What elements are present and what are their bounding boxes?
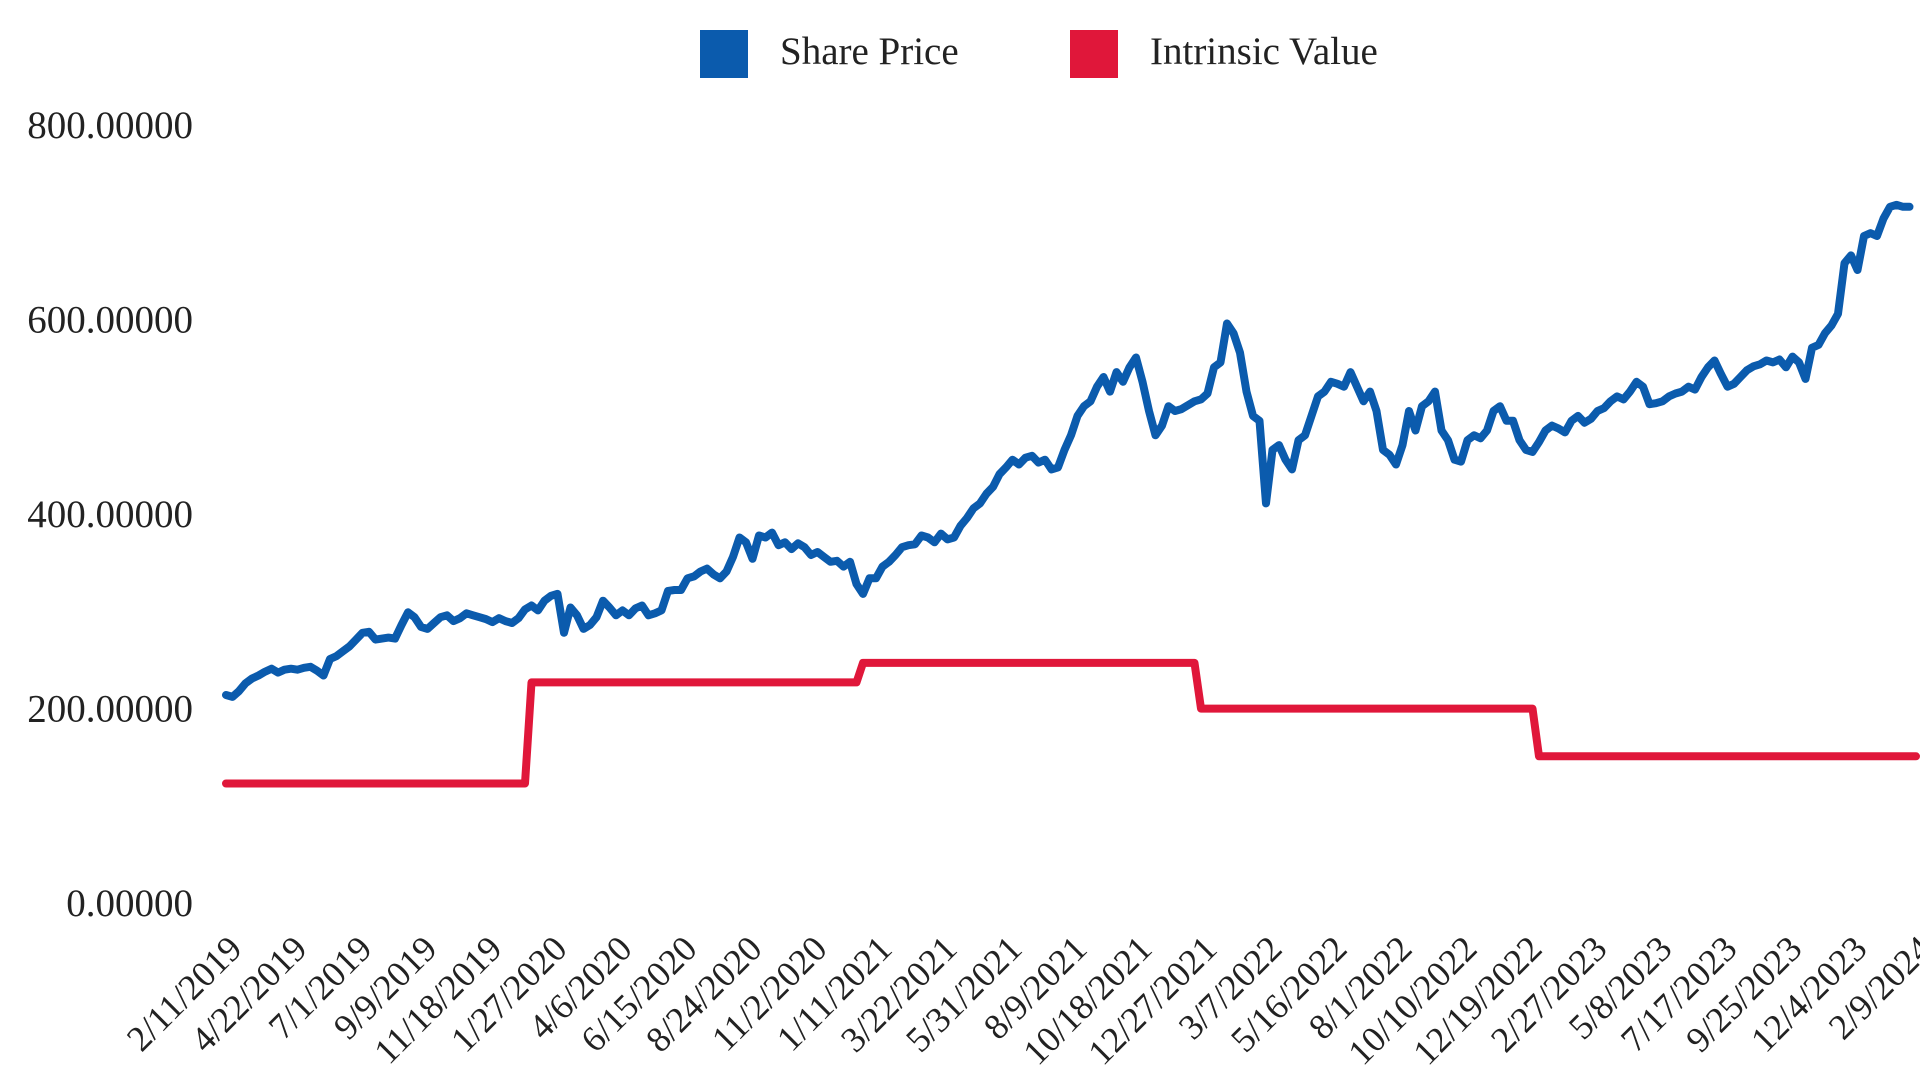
y-tick-label: 400.00000 [27, 493, 193, 536]
legend: Share Price Intrinsic Value [700, 30, 1378, 78]
legend-swatch [700, 30, 748, 78]
y-tick-label: 200.00000 [27, 687, 193, 730]
series-line [222, 200, 1914, 701]
legend-label: Share Price [780, 30, 959, 73]
y-tick-label: 0.00000 [66, 882, 193, 925]
y-tick-label: 600.00000 [27, 298, 193, 341]
y-tick-label: 800.00000 [27, 104, 193, 147]
legend-swatch [1070, 30, 1118, 78]
legend-label: Intrinsic Value [1150, 30, 1378, 73]
series-line [222, 658, 1920, 788]
